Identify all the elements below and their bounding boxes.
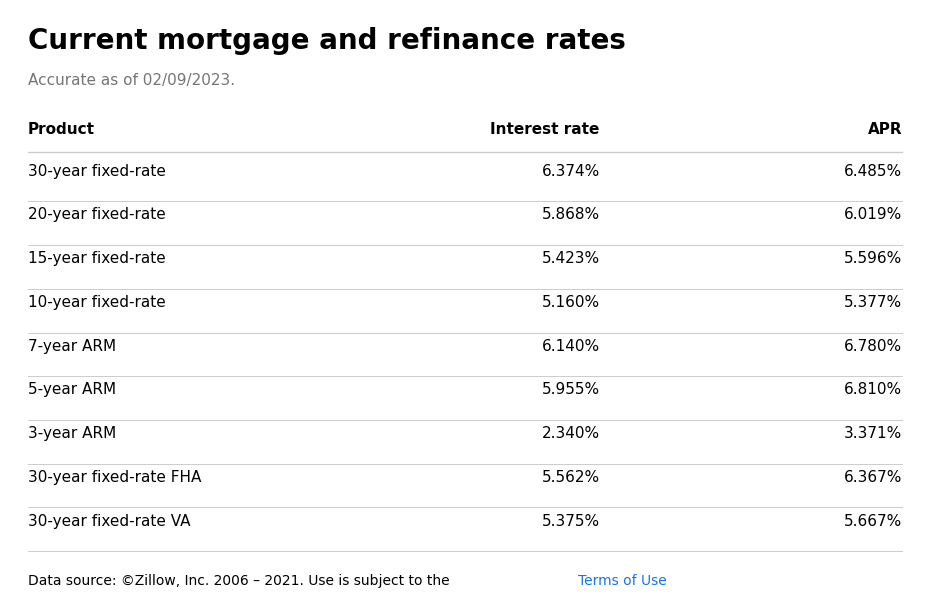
Text: 10-year fixed-rate: 10-year fixed-rate [28, 295, 166, 310]
Text: 5-year ARM: 5-year ARM [28, 382, 116, 397]
Text: 6.367%: 6.367% [844, 470, 902, 485]
Text: 6.810%: 6.810% [844, 382, 902, 397]
Text: Current mortgage and refinance rates: Current mortgage and refinance rates [28, 27, 626, 56]
Text: Data source: ©Zillow, Inc. 2006 – 2021. Use is subject to the: Data source: ©Zillow, Inc. 2006 – 2021. … [28, 574, 454, 588]
Text: 5.955%: 5.955% [541, 382, 600, 397]
Text: 6.374%: 6.374% [541, 164, 600, 179]
Text: 3.371%: 3.371% [844, 426, 902, 441]
Text: 5.160%: 5.160% [541, 295, 600, 310]
Text: 20-year fixed-rate: 20-year fixed-rate [28, 208, 166, 222]
Text: Product: Product [28, 122, 95, 137]
Text: 6.780%: 6.780% [844, 338, 902, 354]
Text: 5.596%: 5.596% [844, 251, 902, 266]
Text: 6.019%: 6.019% [844, 208, 902, 222]
Text: 15-year fixed-rate: 15-year fixed-rate [28, 251, 166, 266]
Text: 5.562%: 5.562% [541, 470, 600, 485]
Text: 6.140%: 6.140% [541, 338, 600, 354]
Text: 3-year ARM: 3-year ARM [28, 426, 116, 441]
Text: 2.340%: 2.340% [541, 426, 600, 441]
Text: APR: APR [868, 122, 902, 137]
Text: 5.667%: 5.667% [844, 513, 902, 529]
Text: 5.377%: 5.377% [844, 295, 902, 310]
Text: Interest rate: Interest rate [490, 122, 600, 137]
Text: Terms of Use: Terms of Use [578, 574, 666, 588]
Text: 30-year fixed-rate VA: 30-year fixed-rate VA [28, 513, 191, 529]
Text: 30-year fixed-rate: 30-year fixed-rate [28, 164, 166, 179]
Text: 5.868%: 5.868% [541, 208, 600, 222]
Text: 5.375%: 5.375% [541, 513, 600, 529]
Text: 7-year ARM: 7-year ARM [28, 338, 116, 354]
Text: 6.485%: 6.485% [844, 164, 902, 179]
Text: 5.423%: 5.423% [541, 251, 600, 266]
Text: 30-year fixed-rate FHA: 30-year fixed-rate FHA [28, 470, 201, 485]
Text: Accurate as of 02/09/2023.: Accurate as of 02/09/2023. [28, 73, 235, 89]
